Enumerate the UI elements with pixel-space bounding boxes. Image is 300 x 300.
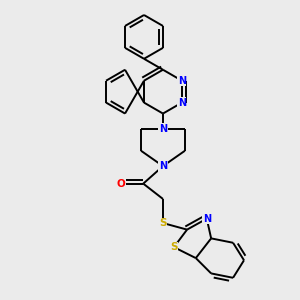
Text: N: N — [178, 98, 186, 108]
Text: N: N — [203, 214, 211, 224]
Text: N: N — [159, 161, 167, 171]
Text: S: S — [159, 218, 167, 228]
Text: S: S — [170, 242, 178, 252]
Text: O: O — [117, 178, 126, 189]
Text: N: N — [159, 124, 167, 134]
Text: N: N — [178, 76, 186, 86]
